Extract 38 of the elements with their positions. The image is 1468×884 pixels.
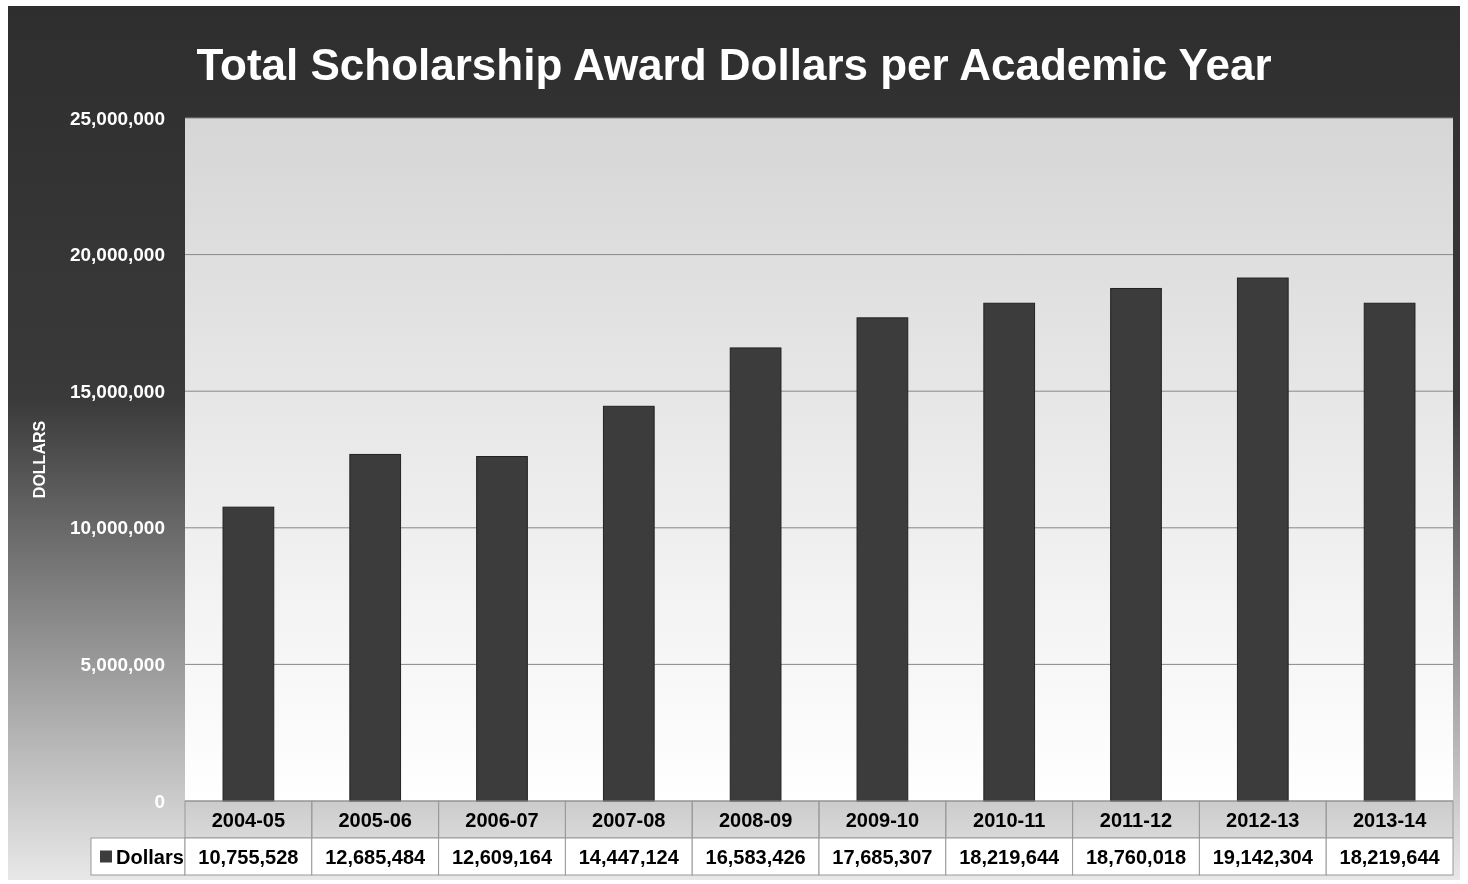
y-tick-label: 15,000,000 — [69, 380, 165, 402]
data-label: 16,583,426 — [705, 845, 806, 868]
bar — [983, 302, 1036, 802]
x-tick-label: 2013-14 — [1352, 808, 1428, 831]
x-tick-label: 2007-08 — [592, 808, 666, 831]
data-label: 18,219,644 — [1339, 845, 1441, 868]
x-tick-label: 2010-11 — [973, 808, 1046, 831]
bar — [349, 453, 402, 802]
bar — [1236, 277, 1289, 802]
data-label: 18,760,018 — [1085, 845, 1187, 868]
y-axis-title: DOLLARS — [31, 420, 48, 499]
x-tick-label: 2009-10 — [845, 808, 920, 831]
bar — [856, 317, 909, 802]
y-tick-label: 5,000,000 — [80, 654, 165, 676]
bar — [222, 506, 275, 802]
data-label: 14,447,124 — [578, 845, 680, 868]
y-tick-label: 25,000,000 — [69, 107, 165, 129]
y-tick-label: 10,000,000 — [69, 517, 165, 539]
x-tick-label: 2012-13 — [1226, 808, 1300, 831]
data-label: 19,142,304 — [1212, 845, 1314, 868]
x-tick-label: 2006-07 — [465, 808, 539, 831]
x-tick-label: 2008-09 — [718, 808, 793, 831]
bar — [1363, 302, 1416, 802]
data-label: 18,219,644 — [959, 845, 1061, 868]
x-tick-label: 2005-06 — [338, 808, 412, 831]
y-tick-label: 20,000,000 — [69, 244, 165, 266]
x-tick-label: 2011-12 — [1099, 808, 1173, 831]
data-label: 17,685,307 — [832, 845, 933, 868]
bar — [476, 456, 528, 802]
chart-title: Total Scholarship Award Dollars per Academic Year — [196, 40, 1272, 89]
data-label: 12,685,484 — [325, 845, 427, 868]
data-label: 12,609,164 — [451, 845, 553, 868]
bar — [1110, 287, 1162, 802]
x-tick-label: 2004-05 — [211, 808, 286, 831]
bar — [729, 347, 782, 802]
text: Dollars — [116, 845, 184, 868]
data-label: 10,755,528 — [198, 845, 299, 868]
bar — [602, 405, 655, 802]
